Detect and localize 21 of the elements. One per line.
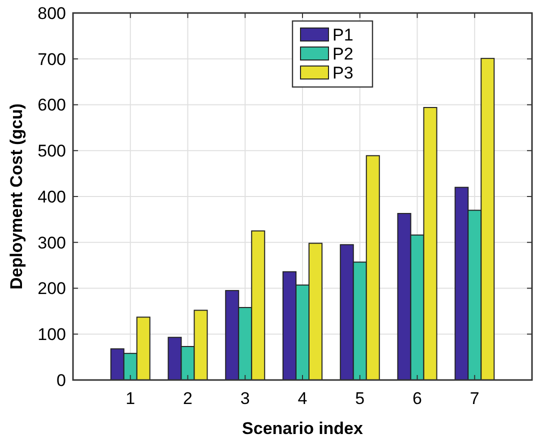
x-tick-label: 5 [355, 389, 365, 408]
y-tick-label: 0 [56, 370, 66, 390]
y-tick-label: 500 [38, 142, 66, 161]
x-tick-label: 6 [412, 389, 422, 408]
y-tick-label: 400 [38, 187, 66, 206]
legend-label: P1 [332, 25, 354, 44]
y-tick-label: 100 [38, 325, 66, 344]
x-tick-label: 3 [240, 389, 250, 408]
y-tick-label: 800 [38, 4, 66, 23]
y-tick-label: 300 [38, 233, 66, 252]
legend-label: P3 [332, 63, 354, 82]
y-axis-title: Deployment Cost (gcu) [7, 103, 26, 290]
x-tick-label: 1 [126, 389, 136, 408]
y-tick-label: 600 [38, 96, 66, 115]
y-tick-label: 200 [38, 279, 66, 298]
x-axis-title: Scenario index [242, 419, 364, 438]
y-tick-label: 700 [38, 50, 66, 69]
x-tick-label: 7 [470, 389, 480, 408]
x-tick-label: 4 [298, 389, 308, 408]
x-tick-label: 2 [183, 389, 192, 408]
legend-label: P2 [332, 44, 354, 64]
